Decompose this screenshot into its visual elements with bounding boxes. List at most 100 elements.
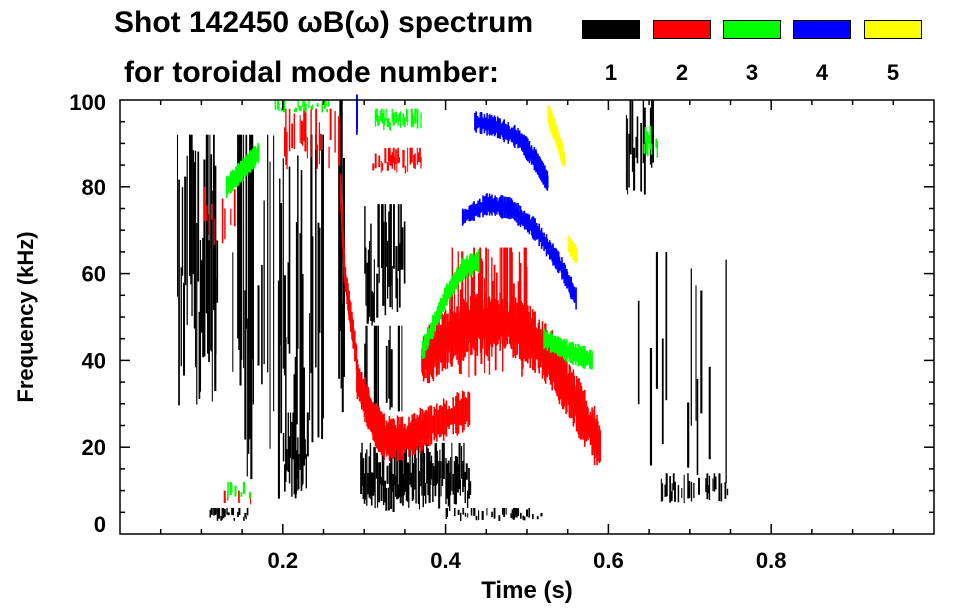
mode-trace-segment	[569, 366, 571, 419]
mode-trace-segment	[564, 364, 567, 403]
spectral-streak	[499, 247, 501, 325]
mode-trace-segment	[540, 329, 542, 368]
spectral-streak	[419, 147, 421, 163]
spectral-streak	[628, 133, 630, 188]
spectral-streak	[292, 412, 295, 460]
spectral-streak	[410, 472, 413, 488]
spectral-streak	[468, 318, 470, 378]
mode-trace-segment	[505, 125, 508, 139]
mode-trace-segment	[498, 197, 501, 215]
mode-trace-segment	[429, 328, 431, 338]
spectral-streak	[374, 153, 377, 169]
mode-trace-segment	[556, 252, 558, 268]
x-tick-label: 0.4	[430, 548, 461, 573]
mode-trace-segment	[430, 322, 432, 340]
mode-trace-segment	[572, 342, 575, 365]
mode-trace-segment	[553, 340, 556, 390]
mode-trace-segment	[427, 406, 430, 447]
spectral-streak	[193, 162, 196, 329]
mode-trace-segment	[526, 321, 528, 347]
spectral-streak	[277, 100, 280, 110]
spectral-streak	[263, 200, 265, 365]
mode-trace-segment	[527, 305, 529, 364]
mode-trace-segment	[507, 313, 510, 335]
spectral-streak	[665, 473, 668, 497]
spectral-streak	[422, 444, 424, 508]
spectral-streak	[446, 463, 449, 499]
mode-trace-segment	[516, 209, 519, 219]
spectral-streak	[395, 246, 398, 299]
spectral-streak	[446, 507, 449, 517]
mode-trace-segment	[545, 334, 548, 374]
mode-trace-segment	[520, 301, 523, 361]
spectral-streak	[303, 101, 306, 111]
mode-trace-segment	[473, 201, 475, 222]
mode-trace-segment	[531, 309, 534, 371]
mode-trace-segment	[502, 307, 505, 336]
mode-trace-segment	[463, 210, 466, 222]
mode-trace-segment	[526, 215, 528, 230]
spectral-streak	[244, 481, 246, 495]
trace-mode-2	[339, 173, 358, 371]
mode-trace-segment	[512, 295, 514, 358]
trace-mode-3	[225, 143, 260, 198]
mode-trace-segment	[471, 296, 473, 355]
spectral-streak	[299, 106, 302, 112]
spectral-streak	[386, 162, 389, 171]
mode-trace-segment	[561, 340, 563, 357]
spectral-streak	[645, 131, 648, 155]
spectral-streak	[690, 481, 693, 502]
blob-mode-1	[445, 507, 543, 521]
spectral-streak	[375, 108, 378, 122]
spectral-streak	[334, 111, 336, 153]
spectral-streak	[724, 482, 727, 499]
spectral-streak	[481, 511, 484, 520]
spectral-streak	[402, 149, 405, 168]
y-axis-label: Frequency (kHz)	[13, 231, 38, 402]
spectral-streak	[378, 462, 380, 503]
spectral-streak	[340, 100, 343, 389]
mode-trace-segment	[491, 194, 493, 216]
mode-trace-segment	[531, 217, 533, 236]
spectral-streak	[417, 152, 420, 162]
legend-swatch-mode-1	[582, 20, 640, 39]
spectral-streak	[391, 108, 393, 123]
mode-trace-segment	[498, 118, 501, 139]
spectral-streak	[310, 108, 312, 158]
mode-trace-segment	[444, 290, 447, 304]
mode-trace-segment	[458, 317, 461, 346]
mode-trace-segment	[501, 122, 504, 138]
spectral-streak	[401, 325, 403, 412]
mode-trace-segment	[482, 195, 484, 218]
y-tick-label: 60	[82, 262, 106, 287]
spectral-streak	[311, 104, 314, 110]
spectral-streak	[452, 473, 455, 495]
mode-trace-segment	[459, 400, 461, 426]
mode-trace-segment	[493, 301, 496, 344]
mode-trace-segment	[257, 145, 260, 161]
mode-trace-segment	[575, 287, 577, 310]
spectral-streak	[190, 134, 192, 285]
mode-trace-segment	[422, 343, 425, 353]
mode-trace-segment	[487, 197, 490, 212]
spectral-streak	[384, 204, 387, 316]
spectral-streak	[224, 208, 226, 240]
spectral-streak	[205, 134, 208, 314]
spectral-streak	[227, 512, 230, 516]
mode-trace-segment	[591, 407, 593, 456]
mode-trace-segment	[470, 205, 472, 221]
spectral-streak	[191, 134, 193, 316]
mode-trace-segment	[436, 306, 439, 326]
spectral-streak	[360, 452, 363, 495]
trace-mode-3	[543, 328, 593, 370]
mode-trace-segment	[516, 133, 519, 143]
spectral-streak	[299, 115, 301, 143]
mode-trace-segment	[546, 330, 549, 351]
mode-trace-segment	[575, 249, 578, 262]
mode-trace-segment	[496, 120, 498, 133]
mode-trace-segment	[411, 414, 414, 456]
spectral-streak	[478, 510, 480, 521]
mode-trace-segment	[503, 296, 505, 348]
mode-trace-segment	[456, 316, 459, 349]
spectral-streak	[372, 163, 375, 171]
